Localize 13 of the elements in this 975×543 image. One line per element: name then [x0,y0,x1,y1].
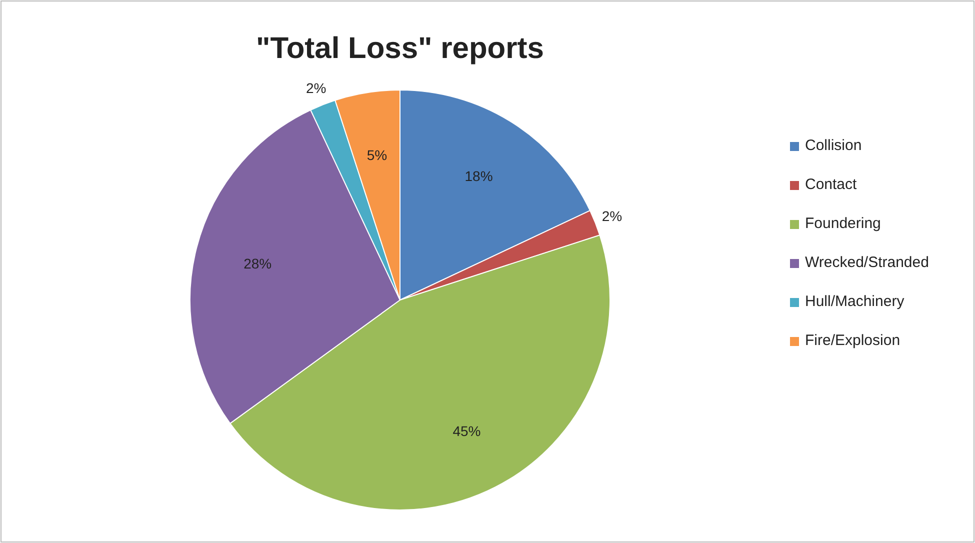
legend-label: Contact [805,176,858,193]
data-label: 45% [452,422,481,439]
legend-label: Collision [805,137,862,154]
legend-label: Foundering [805,215,881,232]
legend-label: Hull/Machinery [805,293,905,310]
data-label: 5% [366,146,388,163]
data-label: 2% [306,80,326,96]
data-label: 18% [464,168,493,184]
legend-label: Wrecked/Stranded [805,254,929,271]
legend-label: Fire/Explosion [805,332,900,349]
data-label: 28% [244,255,272,272]
data-label: 2% [602,208,622,224]
chart-title: "Total Loss" reports [256,32,544,65]
